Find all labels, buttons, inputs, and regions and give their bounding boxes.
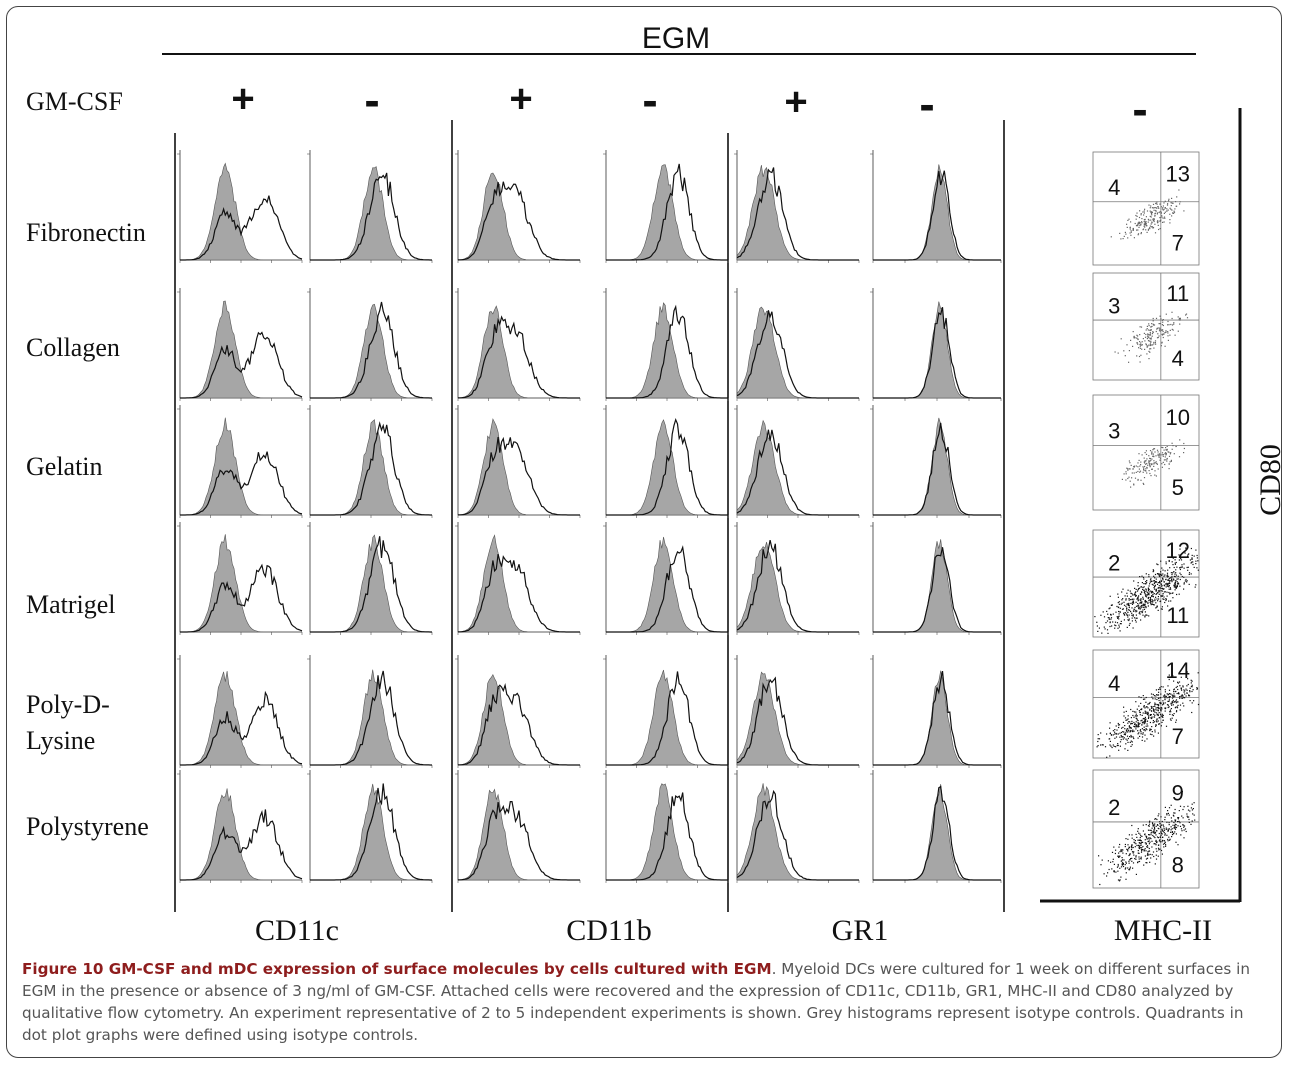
cd80-axis-label: CD80	[1254, 444, 1287, 516]
quadrant-ur-5: 9	[1172, 781, 1184, 806]
histogram-r1-c4	[734, 288, 860, 401]
dot-plot-2: 3 10 5	[1092, 394, 1200, 511]
row-label-2: Gelatin	[26, 452, 103, 481]
caption-title: Figure 10 GM-CSF and mDC expression of s…	[22, 960, 772, 978]
dot-plot-column: 4 13 7 3 11 4 3 10 5 2 12 11 4 14 7 2 9 8	[1092, 151, 1200, 889]
histogram-r2-c3	[603, 405, 729, 518]
histogram-r3-c5	[870, 522, 1002, 635]
histogram-r1-c1	[307, 288, 433, 401]
histogram-r4-c1	[307, 655, 433, 768]
quadrant-ul-1: 3	[1108, 294, 1120, 319]
quadrant-lr-5: 8	[1172, 853, 1184, 878]
dot-plot-3: 2 12 11	[1092, 529, 1200, 638]
gmcsf-sign-7: -	[1132, 83, 1147, 135]
histogram-r3-c4	[734, 522, 860, 635]
quadrant-ur-2: 10	[1166, 405, 1190, 430]
quadrant-ul-2: 3	[1108, 419, 1120, 444]
marker-label-cd11b: CD11b	[566, 914, 652, 947]
histogram-r5-c1	[307, 770, 433, 883]
histogram-r1-c0	[177, 288, 303, 401]
quadrant-ul-0: 4	[1108, 175, 1120, 200]
gmcsf-sign-5: +	[784, 80, 807, 124]
quadrant-lr-0: 7	[1172, 230, 1184, 255]
quadrant-lr-2: 5	[1172, 475, 1184, 500]
histogram-r0-c2	[455, 150, 581, 263]
histogram-r4-c2	[455, 655, 581, 768]
gmcsf-sign-4: -	[642, 74, 657, 126]
histogram-r0-c4	[734, 150, 860, 263]
histogram-r2-c0	[177, 405, 303, 518]
gmcsf-sign-row: + - + - + - -	[231, 74, 1147, 135]
histogram-r0-c1	[307, 150, 433, 263]
histogram-r4-c4	[734, 655, 860, 768]
histogram-r2-c1	[307, 405, 433, 518]
gmcsf-sign-1: +	[231, 77, 254, 121]
histogram-r3-c0	[177, 522, 303, 635]
dot-plot-0: 4 13 7	[1092, 151, 1200, 266]
row-label-3: Matrigel	[26, 590, 116, 619]
histogram-r4-c3	[603, 655, 729, 768]
histogram-r1-c5	[870, 288, 1002, 401]
dot-plot-4: 4 14 7	[1092, 649, 1200, 759]
quadrant-lr-1: 4	[1172, 346, 1184, 371]
quadrant-ul-3: 2	[1108, 551, 1120, 576]
figure-frame	[6, 6, 1282, 1058]
row-label-4: Poly-D-Lysine	[26, 690, 110, 755]
histogram-r5-c4	[734, 770, 860, 883]
histogram-r3-c3	[603, 522, 729, 635]
histogram-r5-c2	[455, 770, 581, 883]
histogram-r4-c0	[177, 655, 303, 768]
marker-label-mhc-ii: MHC-II	[1114, 914, 1212, 947]
quadrant-ul-5: 2	[1108, 795, 1120, 820]
gmcsf-sign-2: -	[364, 74, 379, 126]
quadrant-ur-1: 11	[1166, 281, 1189, 306]
marker-label-gr1: GR1	[832, 914, 889, 947]
egm-title: EGM	[642, 22, 710, 55]
histogram-r2-c2	[455, 405, 581, 518]
histogram-r3-c1	[307, 522, 433, 635]
histogram-r2-c5	[870, 405, 1002, 518]
quadrant-ur-0: 13	[1166, 161, 1190, 186]
histogram-r0-c0	[177, 150, 303, 263]
quadrant-ul-4: 4	[1108, 671, 1120, 696]
row-label-5: Polystyrene	[26, 812, 149, 841]
gmcsf-sign-6: -	[919, 78, 934, 130]
quadrant-lr-4: 7	[1172, 724, 1184, 749]
row-label-1: Collagen	[26, 333, 120, 362]
histogram-r5-c3	[603, 770, 729, 883]
dot-plot-5: 2 9 8	[1092, 769, 1200, 889]
histogram-r4-c5	[870, 655, 1002, 768]
quadrant-lr-3: 11	[1166, 603, 1189, 628]
quadrant-ur-4: 14	[1166, 658, 1190, 683]
row-label-0: Fibronectin	[26, 218, 146, 247]
surface-labels: Fibronectin Collagen Gelatin Matrigel Poly-D…	[26, 218, 149, 841]
dot-plot-1: 3 11 4	[1092, 272, 1200, 381]
quadrant-ur-3: 12	[1166, 538, 1190, 563]
histogram-grid	[177, 150, 1002, 883]
histogram-r5-c0	[177, 770, 303, 883]
histogram-r1-c2	[455, 288, 581, 401]
histogram-r2-c4	[734, 405, 860, 518]
caption-text: . Myeloid DCs were cultured for 1 week o…	[22, 960, 1250, 1044]
histogram-r3-c2	[455, 522, 581, 635]
marker-labels: CD11c CD11b GR1 MHC-II	[255, 914, 1212, 947]
histogram-r1-c3	[603, 288, 729, 401]
gmcsf-sign-3: +	[509, 77, 532, 121]
gmcsf-label: GM-CSF	[26, 87, 123, 116]
histogram-r5-c5	[870, 770, 1002, 883]
histogram-r0-c5	[870, 150, 1002, 263]
figure-caption: Figure 10 GM-CSF and mDC expression of s…	[22, 958, 1272, 1046]
histogram-r0-c3	[603, 150, 729, 263]
marker-label-cd11c: CD11c	[255, 914, 339, 947]
